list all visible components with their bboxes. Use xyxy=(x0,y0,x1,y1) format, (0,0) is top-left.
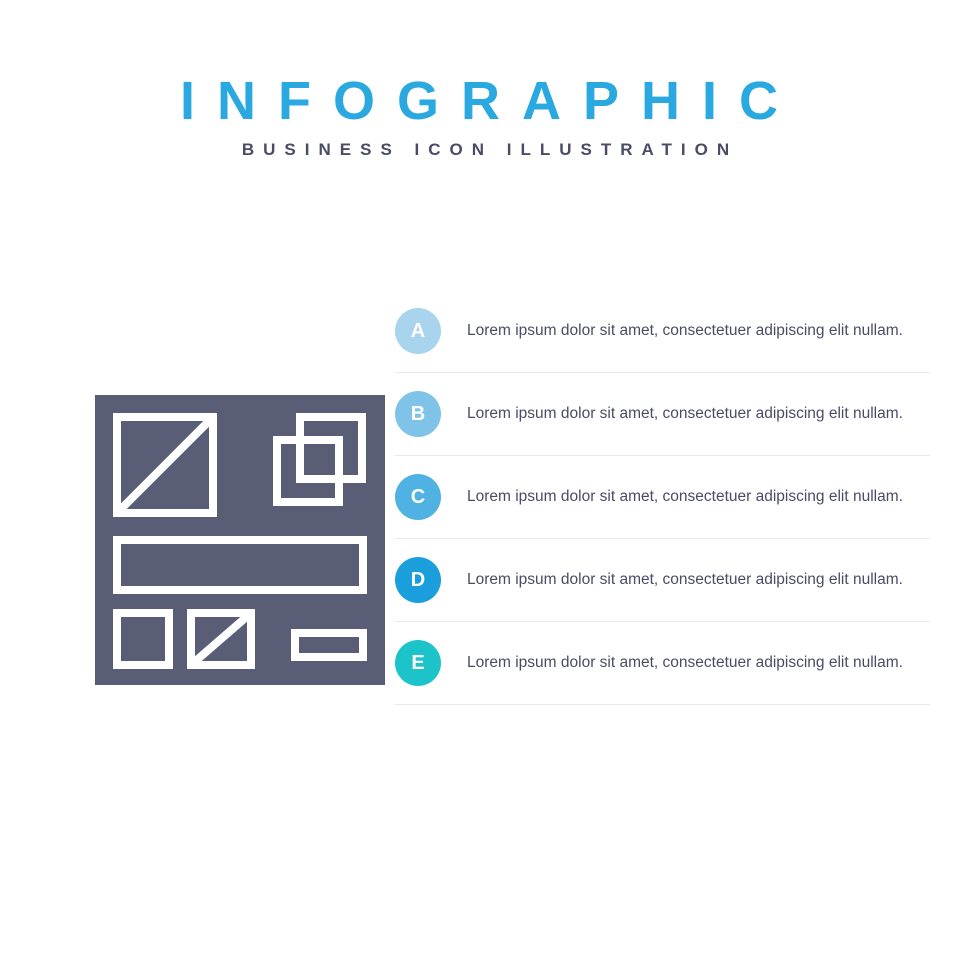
step-text-e: Lorem ipsum dolor sit amet, consectetuer… xyxy=(467,651,903,674)
step-b: B Lorem ipsum dolor sit amet, consectetu… xyxy=(395,373,930,456)
step-c: C Lorem ipsum dolor sit amet, consectetu… xyxy=(395,456,930,539)
page-subtitle: BUSINESS ICON ILLUSTRATION xyxy=(0,140,980,160)
step-text-b: Lorem ipsum dolor sit amet, consectetuer… xyxy=(467,402,903,425)
step-badge-e: E xyxy=(395,640,441,686)
step-text-c: Lorem ipsum dolor sit amet, consectetuer… xyxy=(467,485,903,508)
step-badge-c: C xyxy=(395,474,441,520)
step-text-a: Lorem ipsum dolor sit amet, consectetuer… xyxy=(467,319,903,342)
page-title: INFOGRAPHIC xyxy=(0,70,980,132)
step-badge-a: A xyxy=(395,308,441,354)
step-e: E Lorem ipsum dolor sit amet, consectetu… xyxy=(395,622,930,705)
header: INFOGRAPHIC BUSINESS ICON ILLUSTRATION xyxy=(0,0,980,160)
layout-icon xyxy=(95,395,385,685)
step-a: A Lorem ipsum dolor sit amet, consectetu… xyxy=(395,290,930,373)
step-d: D Lorem ipsum dolor sit amet, consectetu… xyxy=(395,539,930,622)
step-badge-d: D xyxy=(395,557,441,603)
step-badge-b: B xyxy=(395,391,441,437)
steps-list: A Lorem ipsum dolor sit amet, consectetu… xyxy=(395,290,930,705)
step-text-d: Lorem ipsum dolor sit amet, consectetuer… xyxy=(467,568,903,591)
